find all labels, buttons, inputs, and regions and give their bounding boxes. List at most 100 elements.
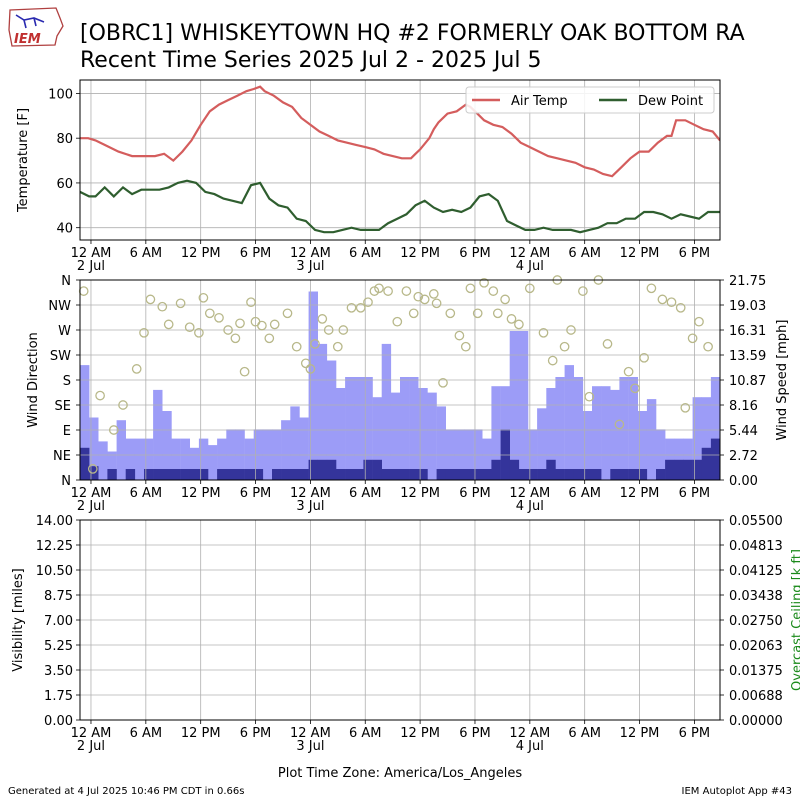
- x-tick-label: 6 PM: [459, 246, 490, 261]
- wind-speed-bar: [582, 469, 593, 480]
- wind-speed-bar: [628, 469, 638, 480]
- wind-direction-marker: [355, 302, 366, 313]
- wind-direction-marker: [282, 308, 293, 319]
- gust-bar: [162, 411, 172, 480]
- wind-speed-bar: [198, 469, 209, 480]
- wind-direction-marker: [675, 302, 686, 313]
- x-tick-label: 12 AM: [509, 726, 550, 741]
- ceiling-tick-label: 0.02750: [729, 614, 783, 629]
- wind-speed-bar: [619, 469, 629, 480]
- visibility-tick-label: 8.75: [44, 589, 73, 604]
- gust-bar: [555, 377, 565, 480]
- wind-bars: [80, 291, 721, 480]
- speed-tick-label: 21.75: [729, 274, 766, 289]
- speed-tick-label: 8.16: [729, 399, 758, 414]
- gust-bar: [381, 343, 392, 480]
- ceiling-tick-label: 0.05500: [729, 514, 783, 529]
- wind-direction-marker: [392, 316, 403, 327]
- wind-direction-marker: [118, 400, 128, 410]
- gust-bar: [701, 397, 712, 480]
- wind-direction-marker: [408, 308, 419, 319]
- wind-direction-marker: [547, 355, 558, 366]
- gust-bar: [637, 411, 648, 480]
- visibility-tick-label: 14.00: [36, 514, 73, 529]
- wind-direction-marker: [145, 294, 156, 305]
- gust-bar: [582, 411, 593, 480]
- speed-tick-label: 10.87: [729, 374, 766, 389]
- wind-direction-marker: [108, 425, 119, 435]
- wind-speed-bar: [592, 469, 602, 480]
- x-date-label: 4 Jul: [516, 739, 544, 754]
- wind-direction-marker: [614, 419, 625, 430]
- ceiling-tick-label: 0.01375: [729, 664, 783, 679]
- ceiling-tick-label: 0.02063: [729, 639, 783, 654]
- wind-speed-bar: [555, 469, 565, 480]
- wind-direction-marker: [445, 308, 456, 319]
- wind-direction-marker: [428, 289, 439, 299]
- gust-bar: [683, 438, 693, 480]
- speed-tick-label: 16.31: [729, 324, 766, 339]
- wind-speed-bar: [445, 469, 456, 480]
- wind-speed-bar: [418, 469, 428, 480]
- wind-speed-bar: [656, 469, 666, 480]
- wind-direction-marker: [184, 322, 195, 333]
- x-tick-label: 12 AM: [290, 726, 331, 741]
- gust-bar: [665, 438, 675, 480]
- wind-speed-bar: [683, 459, 693, 480]
- x-date-label: 2 Jul: [77, 259, 105, 274]
- wind-direction-marker: [492, 308, 503, 319]
- wind-speed-bar: [528, 469, 538, 480]
- wind-speed-bar: [107, 469, 117, 480]
- wind-direction-marker: [198, 292, 209, 303]
- x-date-label: 2 Jul: [77, 739, 105, 754]
- wind-speed-bar: [537, 469, 547, 480]
- legend-dew-point-label: Dew Point: [638, 94, 703, 109]
- gust-bar: [144, 438, 154, 480]
- wind-direction-marker: [559, 341, 570, 352]
- wind-direction-marker: [131, 364, 142, 374]
- x-tick-label: 12 AM: [509, 246, 550, 261]
- gust-bar: [400, 377, 410, 480]
- x-tick-label: 6 PM: [240, 726, 271, 741]
- speed-tick-label: 5.44: [729, 424, 758, 439]
- wind-speed-bar: [518, 469, 529, 480]
- wind-direction-marker: [630, 383, 640, 394]
- wind-direction-marker: [479, 277, 489, 288]
- wind-direction-marker: [646, 283, 657, 294]
- wind-direction-marker: [310, 339, 320, 349]
- wind-speed-bar: [235, 469, 245, 480]
- x-tick-label: 12 AM: [71, 486, 112, 501]
- wind-speed-bar: [710, 438, 721, 480]
- direction-tick-label: N: [61, 274, 71, 289]
- wind-speed-bar: [610, 469, 620, 480]
- wind-direction-marker: [639, 352, 649, 363]
- x-tick-label: 6 PM: [240, 486, 271, 501]
- direction-tick-label: SE: [55, 399, 71, 414]
- speed-tick-label: 13.59: [729, 349, 766, 364]
- visibility-panel: 12 AM 6 AM 12 PM 6 PM 12 AM 6 AM 12 PM 6 PM 12 A…: [11, 514, 800, 754]
- direction-tick-label: S: [63, 374, 71, 389]
- gust-bar: [372, 397, 382, 480]
- x-tick-label: 12 AM: [290, 246, 331, 261]
- gust-bar: [546, 388, 556, 480]
- wind-direction-marker: [235, 318, 245, 329]
- visibility-tick-label: 7.00: [44, 614, 73, 629]
- gust-bar: [217, 438, 227, 480]
- x-date-label: 4 Jul: [516, 259, 544, 274]
- wind-direction-marker: [584, 391, 595, 402]
- wind-direction-marker: [257, 320, 267, 331]
- gust-bar: [436, 406, 446, 480]
- wind-direction-marker: [506, 314, 517, 324]
- y-tick-label: 100: [48, 87, 73, 102]
- wind-speed-bar: [436, 469, 446, 480]
- wind-direction-marker: [317, 314, 328, 324]
- wind-direction-marker: [246, 297, 256, 308]
- gust-bar: [244, 438, 254, 480]
- x-tick-label: 12 PM: [400, 486, 440, 501]
- wind-speed-bar: [308, 459, 318, 480]
- gust-bar: [308, 291, 318, 480]
- gust-bar: [116, 420, 126, 480]
- gust-bar: [171, 438, 181, 480]
- gust-bar: [345, 377, 355, 480]
